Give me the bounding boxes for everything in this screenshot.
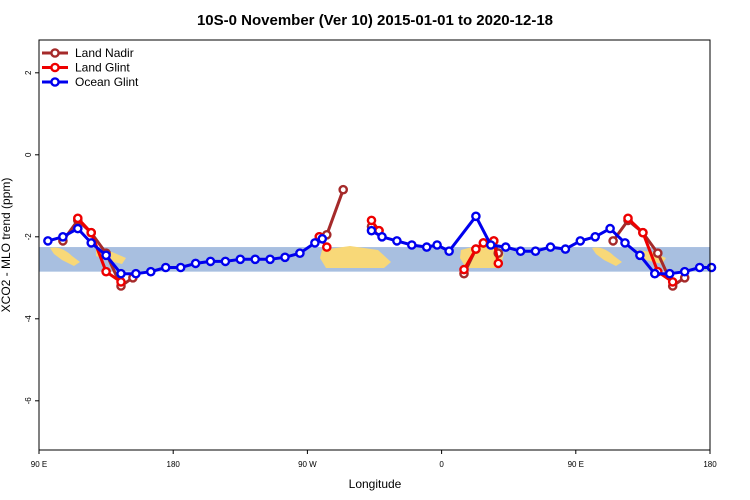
data-point <box>250 254 260 265</box>
legend-item: Ocean Glint <box>42 75 139 89</box>
data-point <box>560 244 571 254</box>
data-point <box>679 266 690 277</box>
x-axis: 90 E 180 90 W 0 90 E 180 <box>31 450 717 469</box>
data-point <box>608 236 618 246</box>
data-point <box>478 238 489 248</box>
data-point <box>635 250 645 261</box>
data-point <box>515 246 526 256</box>
chart-title: 10S-0 November (Ver 10) 2015-01-01 to 20… <box>197 12 553 29</box>
data-point <box>310 238 320 248</box>
data-point <box>545 242 556 252</box>
land-shape-indonesia-west <box>50 247 80 266</box>
x-tick-label: 90 W <box>298 460 317 469</box>
x-tick-label: 180 <box>703 460 717 469</box>
data-point <box>605 223 615 234</box>
data-point <box>706 262 717 273</box>
data-point <box>650 268 660 279</box>
data-point <box>235 254 246 265</box>
data-point <box>101 250 111 261</box>
data-point <box>73 223 83 234</box>
x-tick-label: 90 E <box>568 460 584 469</box>
data-point <box>471 244 481 254</box>
data-point <box>444 246 454 256</box>
data-point <box>280 252 290 263</box>
data-point <box>338 184 349 195</box>
data-point <box>265 254 275 265</box>
data-point <box>377 231 387 242</box>
data-point <box>459 264 469 275</box>
data-point <box>406 240 417 250</box>
x-tick-label: 90 E <box>31 460 47 469</box>
data-point <box>590 231 601 242</box>
legend-label: Ocean Glint <box>75 75 139 89</box>
series-layer <box>43 184 717 291</box>
data-point <box>43 236 53 246</box>
legend-label: Land Glint <box>75 61 130 75</box>
legend-label: Land Nadir <box>75 46 134 60</box>
data-point <box>366 225 377 236</box>
series-line <box>626 217 674 284</box>
legend-item: Land Glint <box>42 61 130 75</box>
data-point <box>321 242 332 252</box>
land-shape-south-america <box>320 246 391 268</box>
data-point <box>421 242 432 252</box>
data-point <box>131 268 141 279</box>
data-point <box>366 215 377 226</box>
plot-frame <box>38 39 711 451</box>
legend-swatch-marker <box>50 77 60 87</box>
data-point <box>485 240 496 250</box>
y-tick-label: -2 <box>24 233 33 241</box>
series-line <box>318 189 345 239</box>
data-point <box>620 238 630 248</box>
y-tick-label: 2 <box>24 70 33 75</box>
y-tick-label: 0 <box>24 152 33 157</box>
y-tick-label: -6 <box>24 397 33 405</box>
data-point <box>432 240 442 250</box>
series-line <box>76 217 122 284</box>
series-ocean-glint <box>43 211 717 279</box>
data-point <box>471 211 481 222</box>
data-point <box>530 246 541 256</box>
data-point <box>58 231 68 242</box>
data-point <box>116 268 126 279</box>
data-point <box>392 236 402 246</box>
data-point <box>623 213 633 224</box>
data-point <box>86 227 96 238</box>
data-point <box>73 213 83 224</box>
data-point <box>220 256 231 267</box>
data-point <box>694 262 705 273</box>
data-point <box>175 262 186 273</box>
x-tick-label: 180 <box>167 460 181 469</box>
land-shape-indonesia-west-2 <box>592 247 622 266</box>
data-point <box>575 236 586 246</box>
data-point <box>500 242 511 252</box>
y-axis-label: XCO2 - MLO trend (ppm) <box>0 178 13 313</box>
y-axis: 2 0 -2 -4 -6 <box>24 70 39 404</box>
legend-swatch-marker <box>50 48 60 58</box>
x-axis-label: Longitude <box>349 477 402 491</box>
data-point <box>86 238 96 248</box>
data-point <box>205 256 216 267</box>
data-point <box>667 277 678 287</box>
data-point <box>295 248 305 258</box>
y-tick-label: -4 <box>24 315 33 323</box>
legend-swatch-marker <box>50 62 60 73</box>
x-tick-label: 0 <box>439 460 444 469</box>
data-point <box>116 277 126 287</box>
data-point <box>145 266 156 277</box>
data-point <box>493 258 504 269</box>
data-point <box>190 258 201 269</box>
data-point <box>101 266 111 277</box>
data-point <box>638 227 648 238</box>
data-point <box>317 233 328 244</box>
data-point <box>664 268 675 279</box>
data-point <box>160 262 171 273</box>
legend-item: Land Nadir <box>42 46 134 60</box>
data-point <box>653 248 663 258</box>
